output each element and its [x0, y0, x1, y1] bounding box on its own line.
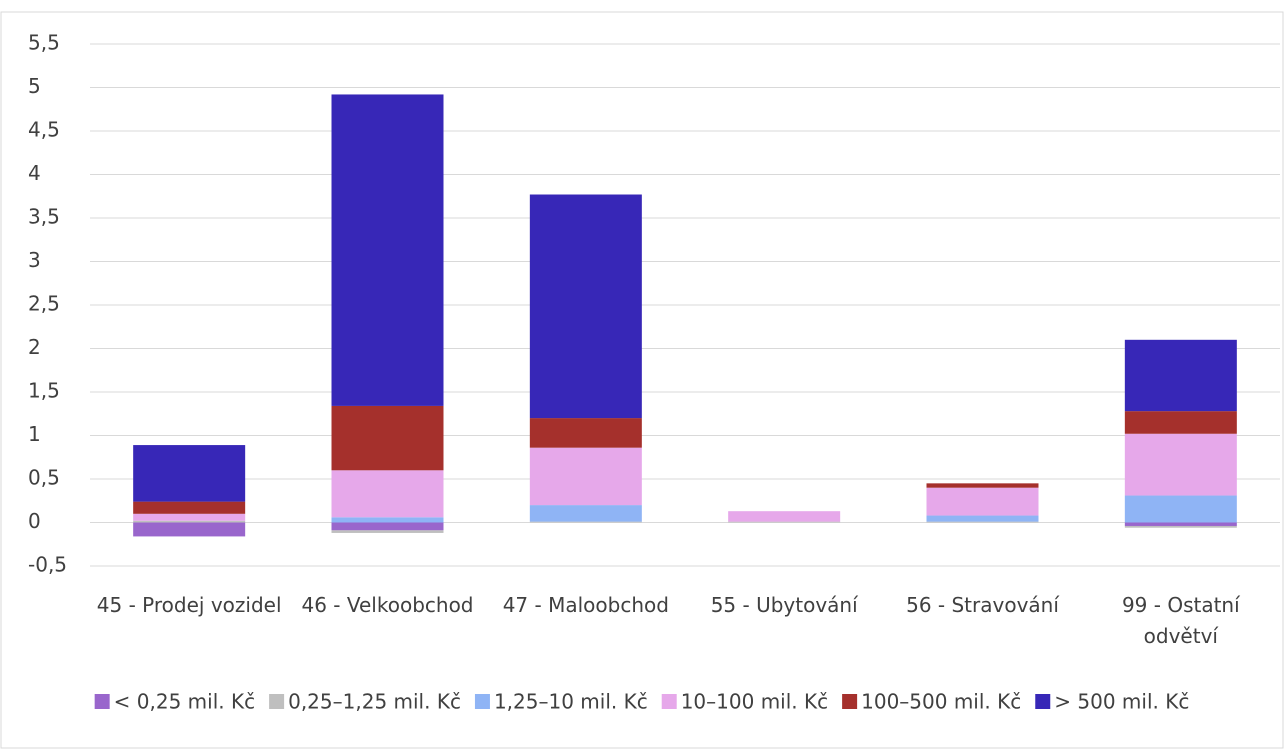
legend-label: 100–500 mil. Kč — [861, 690, 1021, 714]
bar-segment — [926, 521, 1039, 523]
x-tick-label: 55 - Ubytování — [710, 593, 858, 617]
legend: < 0,25 mil. Kč 0,25–1,25 mil. Kč 1,25–10 m… — [94, 690, 1189, 714]
y-tick-label: 3 — [28, 248, 41, 272]
bar-segment — [331, 517, 444, 523]
legend-label: 10–100 mil. Kč — [681, 690, 828, 714]
bar-segment — [133, 520, 246, 523]
bar-segment — [926, 487, 1039, 516]
y-tick-label: 1 — [28, 422, 41, 446]
y-tick-label: 5 — [28, 74, 41, 98]
legend-swatch — [1035, 694, 1051, 709]
bar-segment — [529, 521, 642, 523]
y-tick-label: 5,5 — [28, 31, 60, 55]
bar-segment — [1124, 433, 1237, 496]
bar-segment — [1124, 339, 1237, 412]
legend-label: < 0,25 mil. Kč — [114, 690, 255, 714]
bar-segment — [1124, 495, 1237, 523]
x-tick-label-box: 46 - Velkoobchod — [301, 593, 474, 617]
bar-segment — [133, 522, 246, 537]
y-tick-label: 4 — [28, 161, 41, 185]
x-tick-label-box: 99 - Ostatní odvětví — [1121, 593, 1240, 648]
chart-frame — [0, 11, 1284, 749]
bar-segment — [529, 447, 642, 506]
legend-label: 1,25–10 mil. Kč — [494, 690, 648, 714]
bar-segment — [133, 513, 246, 521]
x-tick-label-box: 45 - Prodej vozidel — [96, 593, 282, 617]
y-tick-label: 2 — [28, 335, 41, 359]
y-tick-label: 0,5 — [28, 466, 60, 490]
bar-segment — [1124, 411, 1237, 434]
legend-swatch — [269, 694, 285, 709]
x-tick-label: 45 - Prodej vozidel — [96, 593, 282, 617]
y-tick-label: 1,5 — [28, 379, 60, 403]
bar-segment — [331, 522, 444, 531]
bar-segment — [331, 470, 444, 518]
bar-segment — [133, 445, 246, 502]
bar-segment — [331, 530, 444, 533]
x-tick-label: 99 - Ostatní odvětví — [1121, 593, 1240, 648]
bar-segment — [1124, 525, 1237, 528]
bar-segment — [529, 194, 642, 419]
y-tick-label: 0 — [28, 509, 41, 533]
legend-swatch — [474, 694, 490, 709]
legend-label: 0,25–1,25 mil. Kč — [288, 690, 461, 714]
legend-label: > 500 mil. Kč — [1054, 690, 1189, 714]
bar-segment — [331, 94, 444, 406]
bar-segment — [331, 405, 444, 471]
legend-swatch — [842, 694, 858, 709]
x-tick-label: 56 - Stravování — [906, 593, 1059, 617]
bar-segment — [926, 515, 1039, 522]
bar-segment — [1124, 522, 1237, 526]
bar-segment — [529, 418, 642, 448]
bar-segment — [133, 501, 246, 514]
x-tick-label-box: 55 - Ubytování — [710, 593, 858, 617]
y-tick-label: 3,5 — [28, 205, 60, 229]
bar-segment — [728, 521, 841, 523]
x-tick-label-box: 56 - Stravování — [906, 593, 1059, 617]
y-tick-label: 4,5 — [28, 118, 60, 142]
bar-segment — [926, 483, 1039, 488]
bar-segment — [529, 505, 642, 522]
legend-swatch — [94, 694, 110, 709]
x-tick-label: 46 - Velkoobchod — [301, 593, 474, 617]
y-tick-label: 2,5 — [28, 292, 60, 316]
y-tick-label: -0,5 — [28, 553, 67, 577]
x-tick-label-box: 47 - Maloobchod — [502, 593, 669, 617]
legend-swatch — [661, 694, 677, 709]
x-tick-label: 47 - Maloobchod — [502, 593, 669, 617]
bar-segment — [728, 511, 841, 522]
